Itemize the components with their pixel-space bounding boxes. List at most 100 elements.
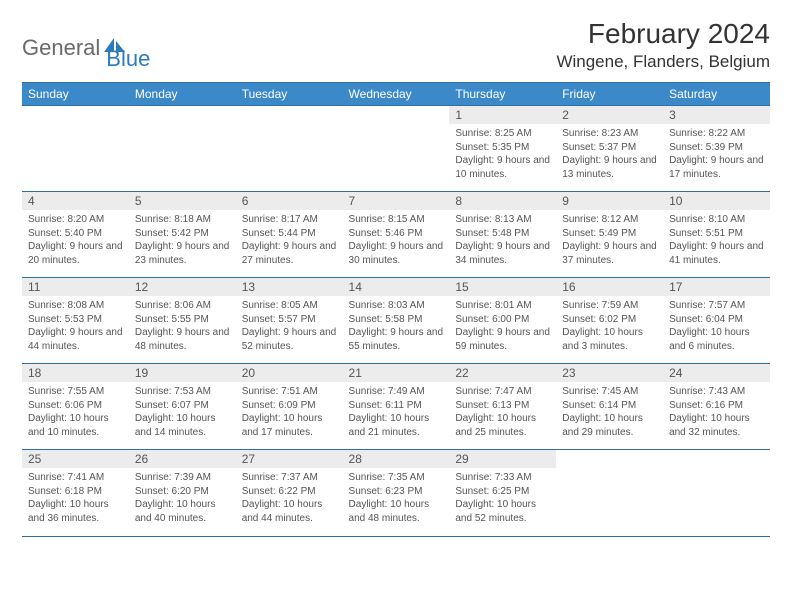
sunrise-text: Sunrise: 8:15 AM — [349, 213, 444, 227]
day-details: Sunrise: 8:03 AMSunset: 5:58 PMDaylight:… — [343, 296, 450, 357]
calendar-table: Sunday Monday Tuesday Wednesday Thursday… — [22, 82, 770, 536]
calendar-day-cell — [343, 106, 450, 192]
day-number: 16 — [556, 278, 663, 296]
day-number: 8 — [449, 192, 556, 210]
calendar-day-cell — [663, 450, 770, 536]
sunset-text: Sunset: 6:20 PM — [135, 485, 230, 499]
calendar-day-cell — [236, 106, 343, 192]
sunset-text: Sunset: 5:44 PM — [242, 227, 337, 241]
daylight-text: Daylight: 9 hours and 34 minutes. — [455, 240, 550, 267]
day-number: 27 — [236, 450, 343, 468]
day-details: Sunrise: 7:59 AMSunset: 6:02 PMDaylight:… — [556, 296, 663, 357]
daylight-text: Daylight: 10 hours and 6 minutes. — [669, 326, 764, 353]
daylight-text: Daylight: 10 hours and 36 minutes. — [28, 498, 123, 525]
calendar-day-cell: 29Sunrise: 7:33 AMSunset: 6:25 PMDayligh… — [449, 450, 556, 536]
sunset-text: Sunset: 6:25 PM — [455, 485, 550, 499]
daylight-text: Daylight: 9 hours and 13 minutes. — [562, 154, 657, 181]
sunset-text: Sunset: 5:37 PM — [562, 141, 657, 155]
weekday-header-row: Sunday Monday Tuesday Wednesday Thursday… — [22, 83, 770, 106]
weekday-header: Monday — [129, 83, 236, 106]
sunset-text: Sunset: 5:51 PM — [669, 227, 764, 241]
day-details: Sunrise: 8:20 AMSunset: 5:40 PMDaylight:… — [22, 210, 129, 271]
day-number: 9 — [556, 192, 663, 210]
calendar-week-row: 18Sunrise: 7:55 AMSunset: 6:06 PMDayligh… — [22, 364, 770, 450]
sunset-text: Sunset: 5:35 PM — [455, 141, 550, 155]
sunrise-text: Sunrise: 8:18 AM — [135, 213, 230, 227]
calendar-day-cell: 14Sunrise: 8:03 AMSunset: 5:58 PMDayligh… — [343, 278, 450, 364]
calendar-day-cell: 15Sunrise: 8:01 AMSunset: 6:00 PMDayligh… — [449, 278, 556, 364]
day-number: 13 — [236, 278, 343, 296]
sunrise-text: Sunrise: 7:49 AM — [349, 385, 444, 399]
day-number: 10 — [663, 192, 770, 210]
day-details: Sunrise: 7:49 AMSunset: 6:11 PMDaylight:… — [343, 382, 450, 443]
day-details: Sunrise: 8:17 AMSunset: 5:44 PMDaylight:… — [236, 210, 343, 271]
calendar-day-cell: 26Sunrise: 7:39 AMSunset: 6:20 PMDayligh… — [129, 450, 236, 536]
sunset-text: Sunset: 5:58 PM — [349, 313, 444, 327]
calendar-day-cell: 16Sunrise: 7:59 AMSunset: 6:02 PMDayligh… — [556, 278, 663, 364]
day-details: Sunrise: 8:06 AMSunset: 5:55 PMDaylight:… — [129, 296, 236, 357]
sunset-text: Sunset: 6:18 PM — [28, 485, 123, 499]
sunset-text: Sunset: 6:16 PM — [669, 399, 764, 413]
sunset-text: Sunset: 6:04 PM — [669, 313, 764, 327]
calendar-day-cell: 5Sunrise: 8:18 AMSunset: 5:42 PMDaylight… — [129, 192, 236, 278]
daylight-text: Daylight: 9 hours and 44 minutes. — [28, 326, 123, 353]
calendar-day-cell: 22Sunrise: 7:47 AMSunset: 6:13 PMDayligh… — [449, 364, 556, 450]
day-number: 12 — [129, 278, 236, 296]
sunrise-text: Sunrise: 7:41 AM — [28, 471, 123, 485]
daylight-text: Daylight: 9 hours and 55 minutes. — [349, 326, 444, 353]
weekday-header: Thursday — [449, 83, 556, 106]
calendar-day-cell: 12Sunrise: 8:06 AMSunset: 5:55 PMDayligh… — [129, 278, 236, 364]
sunrise-text: Sunrise: 7:51 AM — [242, 385, 337, 399]
weekday-header: Tuesday — [236, 83, 343, 106]
daylight-text: Daylight: 9 hours and 52 minutes. — [242, 326, 337, 353]
calendar-day-cell: 8Sunrise: 8:13 AMSunset: 5:48 PMDaylight… — [449, 192, 556, 278]
calendar-day-cell: 2Sunrise: 8:23 AMSunset: 5:37 PMDaylight… — [556, 106, 663, 192]
calendar-day-cell: 23Sunrise: 7:45 AMSunset: 6:14 PMDayligh… — [556, 364, 663, 450]
day-details: Sunrise: 8:15 AMSunset: 5:46 PMDaylight:… — [343, 210, 450, 271]
calendar-day-cell: 20Sunrise: 7:51 AMSunset: 6:09 PMDayligh… — [236, 364, 343, 450]
daylight-text: Daylight: 9 hours and 20 minutes. — [28, 240, 123, 267]
logo-text-blue: Blue — [106, 46, 150, 72]
sunset-text: Sunset: 6:11 PM — [349, 399, 444, 413]
daylight-text: Daylight: 10 hours and 48 minutes. — [349, 498, 444, 525]
sunrise-text: Sunrise: 7:57 AM — [669, 299, 764, 313]
day-details: Sunrise: 8:08 AMSunset: 5:53 PMDaylight:… — [22, 296, 129, 357]
day-details: Sunrise: 7:39 AMSunset: 6:20 PMDaylight:… — [129, 468, 236, 529]
sunrise-text: Sunrise: 8:10 AM — [669, 213, 764, 227]
daylight-text: Daylight: 9 hours and 30 minutes. — [349, 240, 444, 267]
daylight-text: Daylight: 10 hours and 17 minutes. — [242, 412, 337, 439]
sunrise-text: Sunrise: 8:23 AM — [562, 127, 657, 141]
calendar-day-cell — [129, 106, 236, 192]
calendar-day-cell: 1Sunrise: 8:25 AMSunset: 5:35 PMDaylight… — [449, 106, 556, 192]
day-details: Sunrise: 8:05 AMSunset: 5:57 PMDaylight:… — [236, 296, 343, 357]
daylight-text: Daylight: 9 hours and 23 minutes. — [135, 240, 230, 267]
day-number: 21 — [343, 364, 450, 382]
daylight-text: Daylight: 10 hours and 52 minutes. — [455, 498, 550, 525]
sunset-text: Sunset: 6:13 PM — [455, 399, 550, 413]
sunrise-text: Sunrise: 8:08 AM — [28, 299, 123, 313]
day-details: Sunrise: 8:01 AMSunset: 6:00 PMDaylight:… — [449, 296, 556, 357]
calendar-day-cell: 24Sunrise: 7:43 AMSunset: 6:16 PMDayligh… — [663, 364, 770, 450]
day-number: 28 — [343, 450, 450, 468]
day-details: Sunrise: 8:10 AMSunset: 5:51 PMDaylight:… — [663, 210, 770, 271]
title-block: February 2024 Wingene, Flanders, Belgium — [556, 18, 770, 72]
calendar-day-cell: 28Sunrise: 7:35 AMSunset: 6:23 PMDayligh… — [343, 450, 450, 536]
daylight-text: Daylight: 9 hours and 17 minutes. — [669, 154, 764, 181]
day-details: Sunrise: 7:41 AMSunset: 6:18 PMDaylight:… — [22, 468, 129, 529]
sunset-text: Sunset: 6:14 PM — [562, 399, 657, 413]
sunset-text: Sunset: 5:40 PM — [28, 227, 123, 241]
day-details: Sunrise: 7:45 AMSunset: 6:14 PMDaylight:… — [556, 382, 663, 443]
day-number: 23 — [556, 364, 663, 382]
sunrise-text: Sunrise: 7:53 AM — [135, 385, 230, 399]
daylight-text: Daylight: 9 hours and 59 minutes. — [455, 326, 550, 353]
day-number: 11 — [22, 278, 129, 296]
sunset-text: Sunset: 5:39 PM — [669, 141, 764, 155]
sunset-text: Sunset: 6:09 PM — [242, 399, 337, 413]
day-number: 4 — [22, 192, 129, 210]
sunrise-text: Sunrise: 7:59 AM — [562, 299, 657, 313]
daylight-text: Daylight: 10 hours and 14 minutes. — [135, 412, 230, 439]
day-details: Sunrise: 7:51 AMSunset: 6:09 PMDaylight:… — [236, 382, 343, 443]
sunset-text: Sunset: 5:57 PM — [242, 313, 337, 327]
calendar-day-cell — [556, 450, 663, 536]
day-details: Sunrise: 7:57 AMSunset: 6:04 PMDaylight:… — [663, 296, 770, 357]
